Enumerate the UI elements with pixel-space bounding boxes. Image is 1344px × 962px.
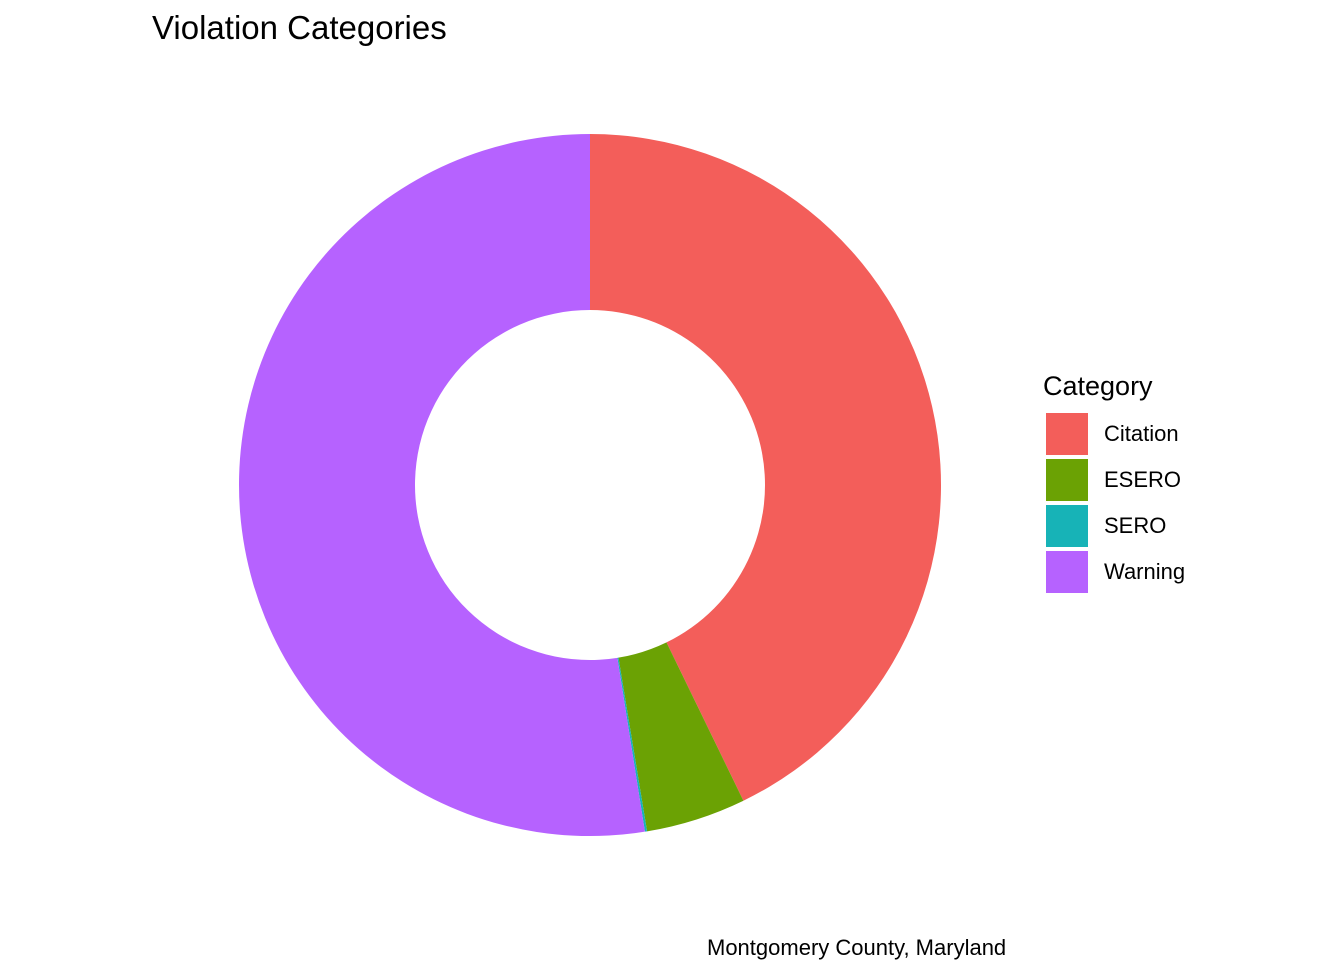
legend-swatch <box>1046 505 1088 547</box>
legend-item-citation: Citation <box>1043 410 1179 456</box>
legend-label: ESERO <box>1104 467 1182 492</box>
legend-items: Citation ESERO SERO Warning <box>1043 410 1185 594</box>
legend-item-esero: ESERO <box>1043 456 1181 502</box>
legend-swatch <box>1046 551 1088 593</box>
legend-item-warning: Warning <box>1043 548 1185 594</box>
legend-title: Category <box>1043 371 1153 401</box>
donut-slice-warning <box>238 134 645 836</box>
legend-label: SERO <box>1104 513 1167 538</box>
legend-swatch <box>1046 459 1088 501</box>
legend-label: Citation <box>1104 421 1179 446</box>
legend-item-sero: SERO <box>1043 502 1166 548</box>
donut-slice-citation <box>590 134 941 801</box>
donut-slice-sero <box>617 657 648 832</box>
chart-title: Violation Categories <box>152 9 447 46</box>
chart-caption: Montgomery County, Maryland <box>707 935 1007 960</box>
legend-label: Warning <box>1104 559 1186 584</box>
legend: Category Citation ESERO SERO Warning <box>1043 368 1185 594</box>
legend-swatch <box>1046 413 1088 455</box>
donut-slice-esero <box>618 642 744 832</box>
